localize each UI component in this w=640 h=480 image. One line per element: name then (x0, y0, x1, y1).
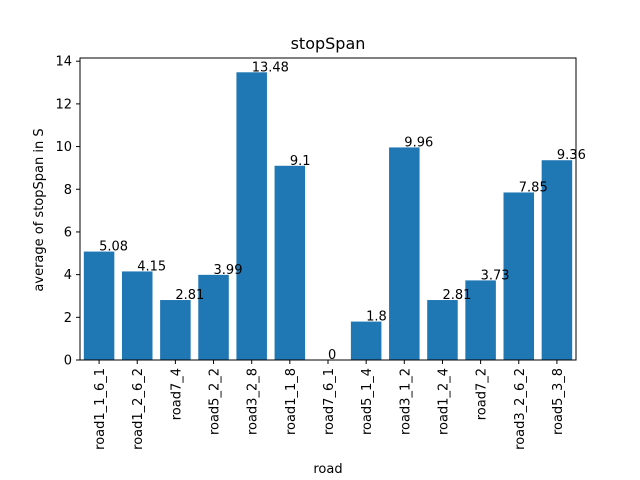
bar-road5_1_4 (350, 321, 382, 360)
y-tick-label-12: 12 (55, 97, 72, 112)
x-tick-label-road3_1_2: road3_1_2 (398, 368, 413, 435)
bar-road7_4 (160, 300, 191, 360)
x-tick-label-road1_2_6_2: road1_2_6_2 (131, 368, 146, 450)
x-tick-label-road5_1_4: road5_1_4 (360, 368, 375, 435)
y-tick-label-8: 8 (64, 183, 72, 198)
data-labels-group: 5.08 4.15 2.81 3.99 13.48 9.1 0 1.8 9.96 2.81 3.73… (99, 60, 586, 363)
bar-road3_1_2 (389, 147, 420, 360)
x-tick-label-road1_1_6_1: road1_1_6_1 (93, 368, 108, 450)
x-tick-label-road7_2: road7_2 (475, 368, 490, 420)
data-label-road7_2: 3.73 (481, 268, 510, 283)
data-label-road7_4: 2.81 (175, 288, 204, 303)
y-tick-label-6: 6 (64, 225, 72, 240)
bar-road7_2 (465, 280, 496, 360)
data-label-road1_1_8: 9.1 (290, 154, 311, 169)
data-label-road3_2_8: 13.48 (252, 60, 289, 75)
bar-road1_1_6_1 (83, 251, 115, 360)
data-label-road5_1_4: 1.8 (366, 310, 387, 325)
data-label-road3_1_2: 9.96 (404, 135, 433, 150)
x-tick-label-road1_1_8: road1_1_8 (284, 368, 299, 435)
x-tick-label-road5_3_8: road5_3_8 (551, 368, 566, 435)
data-label-road5_2_2: 3.99 (214, 263, 243, 278)
x-tick-label-road7_4: road7_4 (169, 368, 184, 420)
y-tick-label-0: 0 (64, 354, 72, 369)
data-label-road3_2_6_2: 7.85 (519, 180, 548, 195)
x-axis: road1_1_6_1 road1_2_6_2 road7_4 road5_2_2 ro… (93, 360, 566, 450)
x-tick-label-road3_2_6_2: road3_2_6_2 (513, 368, 528, 450)
chart-title: stopSpan (291, 34, 366, 53)
y-tick-label-4: 4 (64, 268, 72, 283)
y-tick-label-10: 10 (55, 140, 72, 155)
x-tick-label-road1_2_4: road1_2_4 (436, 368, 451, 435)
x-axis-title: road (313, 462, 342, 477)
x-tick-label-road7_6_1: road7_6_1 (322, 368, 337, 435)
bar-road3_2_6_2 (503, 192, 535, 360)
bar-road1_2_4 (427, 300, 458, 360)
x-tick-label-road5_2_2: road5_2_2 (208, 368, 223, 435)
y-tick-label-2: 2 (64, 311, 72, 326)
data-label-road7_6_1: 0 (328, 348, 336, 363)
data-label-road1_1_6_1: 5.08 (99, 240, 128, 255)
bars-group (83, 72, 573, 361)
bar-road1_1_8 (274, 165, 306, 360)
bar-road5_2_2 (198, 274, 229, 360)
data-label-road1_2_6_2: 4.15 (137, 259, 166, 274)
y-tick-label-14: 14 (55, 55, 72, 70)
data-label-road5_3_8: 9.36 (557, 148, 586, 163)
y-axis: 0 2 4 6 8 10 12 14 (55, 55, 80, 369)
bar-road5_3_8 (541, 160, 573, 360)
x-tick-label-road3_2_8: road3_2_8 (246, 368, 261, 435)
plot-frame (79, 57, 577, 361)
bar-road3_2_8 (236, 72, 267, 361)
y-axis-title: average of stopSpan in S (32, 128, 47, 291)
data-label-road1_2_4: 2.81 (442, 288, 471, 303)
bar-road1_2_6_2 (121, 271, 153, 360)
